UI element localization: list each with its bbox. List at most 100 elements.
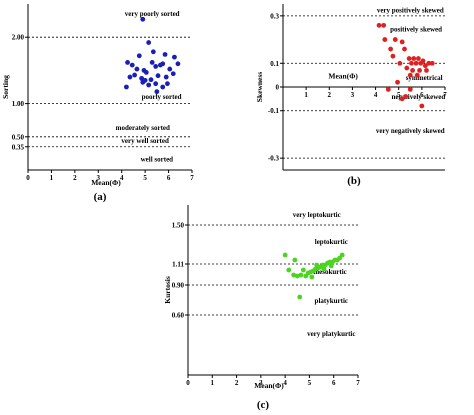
x-axis-label: Mean(Φ) bbox=[254, 381, 284, 390]
data-point bbox=[146, 83, 151, 88]
data-point bbox=[309, 275, 314, 280]
x-tick-label: 3 bbox=[351, 91, 355, 99]
data-point bbox=[404, 66, 409, 71]
x-tick-label: 0 bbox=[26, 174, 30, 182]
y-tick-label: 1.00 bbox=[12, 100, 25, 108]
data-point bbox=[125, 60, 130, 65]
data-point bbox=[153, 64, 158, 69]
data-point bbox=[172, 55, 177, 60]
data-point bbox=[430, 61, 435, 66]
data-point bbox=[424, 68, 429, 73]
data-point bbox=[135, 67, 140, 72]
category-label: very leptokurtic bbox=[293, 211, 341, 219]
data-point bbox=[411, 56, 416, 61]
data-point bbox=[381, 23, 386, 28]
x-axis-label: Mean(Φ) bbox=[328, 72, 358, 81]
category-label: very platykurtic bbox=[307, 330, 355, 338]
y-axis-label: Kurtosis bbox=[163, 276, 172, 304]
data-point bbox=[402, 47, 407, 52]
x-tick-label: 5 bbox=[143, 174, 147, 182]
data-point bbox=[414, 61, 419, 66]
data-point bbox=[292, 258, 297, 263]
panel-label: (b) bbox=[347, 175, 361, 187]
category-label: well sorted bbox=[141, 155, 174, 163]
category-label: very poorly sorted bbox=[125, 10, 180, 18]
data-point bbox=[410, 68, 415, 73]
panel-c-kurtosis-chart: 012345671.501.110.900.60Mean(Φ)Kurtosisv… bbox=[163, 205, 360, 411]
data-point bbox=[124, 85, 129, 90]
panel-a-sorting-chart: 012345670.350.501.002.00Mean(Φ)Sortingve… bbox=[1, 4, 194, 203]
x-axis-label: Mean(Φ) bbox=[91, 178, 121, 187]
data-point bbox=[286, 268, 291, 273]
data-point bbox=[146, 40, 151, 45]
data-point bbox=[329, 264, 334, 269]
data-point bbox=[419, 104, 424, 109]
data-point bbox=[408, 87, 413, 92]
x-tick-label: 2 bbox=[235, 379, 239, 387]
data-point bbox=[386, 87, 391, 92]
y-tick-label: 0 bbox=[276, 84, 280, 92]
y-tick-label: 2.00 bbox=[12, 34, 25, 42]
y-tick-label: 0.1 bbox=[270, 60, 279, 68]
category-label: very positively skewed bbox=[377, 6, 444, 14]
data-point bbox=[137, 53, 142, 58]
data-point bbox=[165, 81, 170, 86]
y-axis-label: Skewness bbox=[255, 72, 264, 103]
data-point bbox=[153, 81, 158, 86]
data-point bbox=[158, 63, 163, 68]
category-label: very negatively skewed bbox=[376, 127, 445, 135]
x-tick-label: 4 bbox=[283, 379, 287, 387]
data-point bbox=[415, 73, 420, 78]
y-tick-label: 0.50 bbox=[12, 133, 25, 141]
category-label: negatively skewed bbox=[391, 93, 445, 101]
x-tick-label: 1 bbox=[50, 174, 54, 182]
x-tick-label: 2 bbox=[73, 174, 77, 182]
data-point bbox=[388, 47, 393, 52]
data-point bbox=[408, 73, 413, 78]
data-point bbox=[144, 70, 149, 75]
panel-label: (a) bbox=[94, 191, 107, 203]
category-label: platykurtic bbox=[315, 297, 348, 305]
y-tick-label: 0.90 bbox=[172, 282, 185, 290]
y-tick-label: -0.3 bbox=[268, 155, 280, 163]
data-point bbox=[395, 80, 400, 85]
data-point bbox=[151, 49, 156, 54]
data-point bbox=[297, 295, 302, 300]
category-label: very well sorted bbox=[121, 137, 169, 145]
data-point bbox=[140, 80, 145, 85]
data-point bbox=[409, 61, 414, 66]
data-point bbox=[160, 85, 165, 90]
data-point bbox=[132, 73, 137, 78]
x-tick-label: 0 bbox=[186, 379, 190, 387]
x-tick-label: 7 bbox=[356, 379, 360, 387]
category-label: leptokurtic bbox=[315, 238, 348, 246]
data-point bbox=[377, 23, 382, 28]
data-point bbox=[299, 273, 304, 278]
y-tick-label: -0.1 bbox=[268, 107, 280, 115]
data-point bbox=[417, 68, 422, 73]
data-point bbox=[397, 61, 402, 66]
x-tick-label: 7 bbox=[190, 174, 194, 182]
data-point bbox=[164, 75, 169, 80]
panel-b-skewness-chart: 12345670.30.10-0.1-0.3Mean(Φ)Skewnessver… bbox=[255, 4, 447, 187]
x-tick-label: 4 bbox=[374, 91, 378, 99]
data-point bbox=[283, 253, 288, 258]
data-point bbox=[407, 56, 412, 61]
data-point bbox=[150, 60, 155, 65]
category-label: poorly sorted bbox=[142, 93, 182, 101]
category-label: positively skewed bbox=[390, 25, 442, 33]
data-point bbox=[171, 71, 176, 76]
x-tick-label: 2 bbox=[328, 91, 332, 99]
data-point bbox=[421, 59, 426, 64]
x-tick-label: 1 bbox=[304, 91, 308, 99]
x-tick-label: 5 bbox=[308, 379, 312, 387]
data-point bbox=[149, 77, 154, 82]
data-point bbox=[156, 73, 161, 78]
data-point bbox=[400, 96, 405, 101]
data-point bbox=[154, 89, 159, 94]
data-point bbox=[130, 63, 135, 68]
data-point bbox=[314, 263, 319, 268]
y-tick-label: 0.35 bbox=[12, 143, 25, 151]
data-point bbox=[176, 61, 181, 66]
